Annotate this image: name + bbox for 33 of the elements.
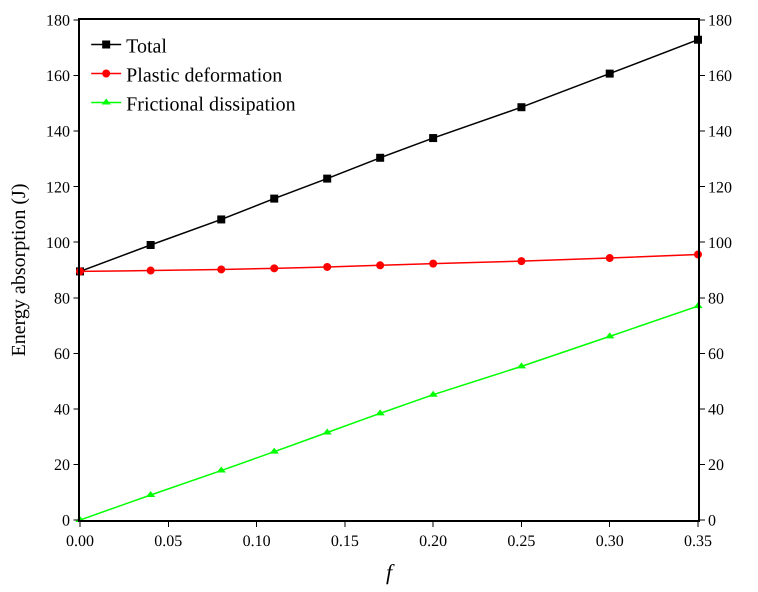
y-tick-label: 40 bbox=[54, 401, 70, 418]
y-tick-label: 100 bbox=[46, 234, 70, 252]
x-tick-label: 0.10 bbox=[242, 532, 271, 550]
y-axis-title: Energy absorption (J) bbox=[8, 184, 30, 356]
y2-tick-label: 120 bbox=[708, 179, 732, 196]
x-axis-title: f bbox=[386, 559, 395, 584]
y2-tick-label: 0 bbox=[708, 512, 716, 530]
legend-label: Frictional dissipation bbox=[126, 93, 296, 116]
y2-tick-label: 80 bbox=[708, 290, 724, 308]
y2-tick-label: 20 bbox=[708, 457, 724, 474]
x-tick-label: 0.05 bbox=[154, 532, 182, 550]
y-tick-label: 120 bbox=[46, 179, 70, 196]
x-tick-label: 0.25 bbox=[507, 532, 536, 550]
y-tick-label: 20 bbox=[54, 457, 70, 474]
legend-label: Plastic deformation bbox=[126, 64, 282, 86]
y-tick-label: 140 bbox=[46, 124, 70, 141]
x-tick-label: 0.20 bbox=[419, 532, 448, 550]
y-tick-label: 80 bbox=[54, 290, 70, 308]
y-tick-label: 160 bbox=[46, 68, 70, 86]
x-tick-label: 0.30 bbox=[596, 532, 624, 550]
y2-tick-label: 140 bbox=[708, 124, 732, 141]
y2-tick-label: 160 bbox=[708, 68, 732, 86]
y-tick-label: 180 bbox=[46, 12, 70, 30]
x-tick-label: 0.35 bbox=[684, 532, 712, 550]
x-tick-label: 0.00 bbox=[66, 532, 94, 550]
legend-label: Total bbox=[126, 35, 168, 58]
y2-tick-label: 40 bbox=[708, 401, 724, 418]
y-tick-label: 60 bbox=[54, 346, 70, 363]
y2-tick-label: 60 bbox=[708, 346, 724, 363]
y2-tick-label: 100 bbox=[708, 234, 732, 252]
y-tick-label: 0 bbox=[62, 512, 70, 530]
x-tick-label: 0.15 bbox=[330, 532, 359, 550]
y2-tick-label: 180 bbox=[708, 12, 732, 30]
